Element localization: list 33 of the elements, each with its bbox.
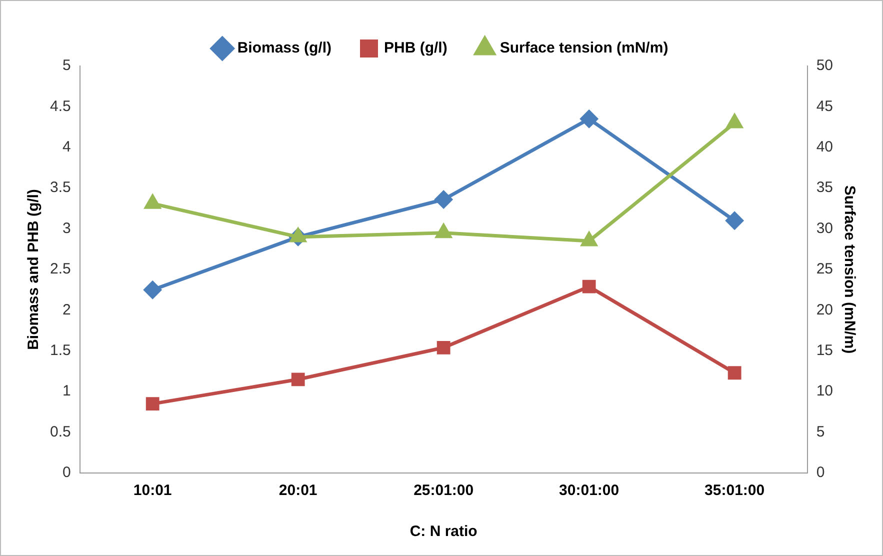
y2-tick-label: 5 (816, 423, 825, 440)
y2-tick-label: 35 (816, 179, 834, 196)
y2-tick-label: 20 (816, 301, 834, 318)
legend-label: Surface tension (mN/m) (500, 40, 668, 57)
x-tick-label: 30:01:00 (559, 482, 620, 500)
legend-label: Biomass (g/l) (237, 40, 332, 57)
y2-tick-label: 45 (816, 98, 834, 115)
y-tick-label: 2 (62, 301, 71, 318)
y-tick-label: 3.5 (50, 179, 71, 196)
y-tick-label: 0.5 (50, 423, 71, 440)
y-tick-label: 1 (62, 382, 71, 400)
y2-tick-label: 25 (816, 260, 834, 278)
x-tick-label: 25:01:00 (414, 482, 474, 500)
y2-tick-label: 10 (816, 382, 834, 400)
y-tick-label: 3 (62, 220, 71, 237)
y2-tick-label: 40 (816, 138, 834, 156)
legend-label: PHB (g/l) (384, 40, 448, 57)
x-tick-label: 10:01 (133, 482, 172, 500)
y-axis-title: Biomass and PHB (g/l) (25, 189, 42, 350)
y2-tick-label: 50 (816, 57, 834, 74)
x-axis-title: C: N ratio (410, 523, 478, 540)
y2-tick-label: 30 (816, 220, 834, 237)
y2-tick-label: 15 (816, 342, 834, 360)
x-tick-label: 35:01:00 (704, 482, 765, 500)
x-tick-label: 20:01 (278, 482, 318, 500)
y2-axis-title: Surface tension (mN/m) (840, 185, 858, 354)
y2-tick-label: 0 (816, 464, 825, 482)
y-tick-label: 2.5 (50, 260, 71, 278)
y-tick-label: 0 (62, 464, 71, 482)
y-tick-label: 4.5 (50, 98, 71, 115)
y-tick-label: 1.5 (50, 342, 71, 360)
y-tick-label: 5 (62, 57, 71, 74)
y-tick-label: 4 (62, 138, 71, 156)
